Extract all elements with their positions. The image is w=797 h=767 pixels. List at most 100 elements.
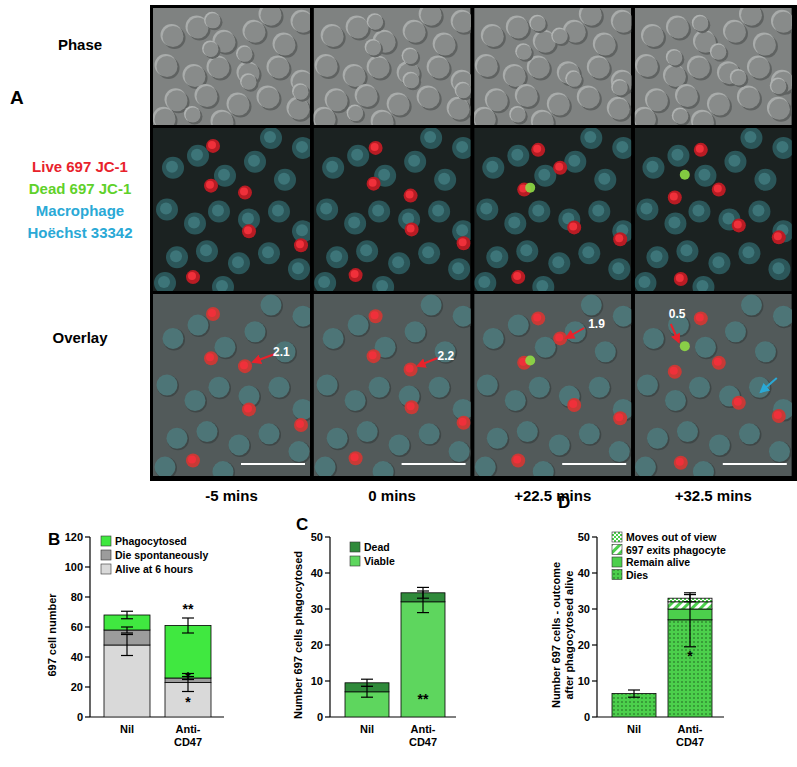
leukaemia-cell bbox=[349, 451, 363, 465]
macrophage-nucleus bbox=[538, 169, 550, 181]
y-tick-label: 100 bbox=[65, 561, 83, 573]
cell bbox=[456, 83, 470, 98]
legend-swatch bbox=[612, 532, 622, 542]
legend-label: Phagocytosed bbox=[115, 535, 187, 547]
macrophage bbox=[419, 423, 440, 444]
cell bbox=[245, 22, 266, 43]
macrophage-nucleus bbox=[232, 256, 244, 268]
leukaemia-cell bbox=[613, 232, 627, 246]
cell bbox=[167, 90, 188, 111]
image-background bbox=[474, 294, 631, 476]
cell bbox=[357, 86, 378, 107]
cell-shadow bbox=[449, 442, 470, 464]
cell-highlight bbox=[753, 33, 775, 55]
cell-shadow bbox=[230, 96, 252, 118]
row-label: Dead 697 JC-1 bbox=[29, 180, 132, 197]
cell-highlight bbox=[161, 24, 183, 46]
cell-highlight bbox=[529, 15, 545, 31]
cell bbox=[739, 87, 760, 108]
cell-highlight bbox=[207, 55, 229, 77]
legend-swatch bbox=[612, 570, 622, 580]
cell-highlight bbox=[730, 69, 746, 85]
leukaemia-cell-core bbox=[369, 179, 377, 187]
macrophage-nucleus bbox=[568, 155, 580, 167]
error-line bbox=[126, 635, 127, 656]
cell bbox=[771, 79, 786, 94]
chart: DNumber 697 cells - outcomeafter phagocy… bbox=[550, 493, 726, 748]
macrophage bbox=[368, 200, 390, 222]
y-axis-line bbox=[329, 537, 330, 717]
cell-shadow bbox=[749, 377, 771, 399]
cell bbox=[731, 70, 746, 85]
cell-highlight bbox=[257, 85, 279, 107]
scale-bar bbox=[723, 463, 787, 465]
leukaemia-cell bbox=[531, 143, 545, 157]
cell-highlight bbox=[474, 107, 495, 125]
macrophage bbox=[534, 165, 556, 187]
image-background bbox=[635, 128, 792, 291]
y-tick-label: 10 bbox=[311, 675, 323, 687]
macrophage bbox=[166, 246, 188, 268]
macrophage bbox=[504, 212, 526, 234]
macrophage-nucleus bbox=[758, 173, 770, 185]
micrograph bbox=[153, 294, 310, 476]
macrophage-nucleus bbox=[552, 256, 564, 268]
macrophage bbox=[724, 151, 746, 173]
leukaemia-cell-core bbox=[513, 455, 521, 463]
leukaemia-cell bbox=[238, 359, 252, 373]
cell-shadow bbox=[450, 100, 471, 122]
macrophage-nucleus bbox=[262, 246, 274, 258]
error-cap bbox=[121, 618, 133, 619]
cell bbox=[269, 57, 290, 78]
error-bar bbox=[121, 627, 133, 633]
cell-shadow bbox=[324, 27, 346, 49]
macrophage bbox=[725, 321, 746, 342]
macrophage-nucleus bbox=[200, 244, 212, 256]
macrophage bbox=[564, 151, 586, 173]
leukaemia-cell bbox=[511, 270, 525, 284]
cell-highlight bbox=[355, 84, 377, 106]
cell bbox=[197, 86, 218, 107]
cell-shadow bbox=[422, 8, 444, 28]
macrophage bbox=[483, 328, 504, 349]
leukaemia-cell-core bbox=[555, 333, 563, 341]
error-cap bbox=[628, 689, 640, 690]
cell-highlight bbox=[565, 70, 581, 86]
macrophage-nucleus bbox=[616, 141, 628, 153]
macrophage-nucleus bbox=[408, 155, 420, 167]
macrophage bbox=[665, 390, 686, 411]
macrophage bbox=[533, 461, 554, 476]
row-label: Overlay bbox=[52, 329, 108, 346]
cell-highlight bbox=[184, 106, 200, 122]
cell bbox=[453, 12, 471, 33]
leukaemia-cell bbox=[206, 307, 220, 321]
cell-shadow bbox=[374, 113, 396, 125]
macrophage-nucleus bbox=[582, 246, 594, 258]
cell-highlight bbox=[710, 43, 726, 59]
error-cap bbox=[121, 611, 133, 612]
legend-swatch bbox=[101, 536, 111, 546]
macrophage bbox=[327, 428, 348, 449]
legend-swatch bbox=[612, 545, 622, 555]
macrophage bbox=[482, 157, 504, 179]
macrophage bbox=[345, 390, 366, 411]
bar bbox=[104, 645, 150, 717]
x-tick-label: Nil bbox=[360, 723, 374, 735]
cell-shadow bbox=[357, 422, 379, 444]
figure: APhaseLive 697 JC-1Dead 697 JC-1Macropha… bbox=[0, 0, 797, 767]
macrophage bbox=[549, 434, 570, 455]
macrophage bbox=[646, 246, 668, 268]
bar bbox=[612, 694, 656, 717]
cell bbox=[508, 17, 529, 38]
cell-shadow bbox=[323, 328, 345, 350]
cell bbox=[668, 17, 689, 38]
macrophage bbox=[516, 240, 538, 262]
cell-shadow bbox=[508, 315, 530, 337]
cell bbox=[435, 35, 456, 56]
macrophage bbox=[477, 375, 498, 396]
cell-shadow bbox=[770, 100, 792, 122]
leukaemia-cell bbox=[772, 409, 786, 423]
cell-shadow bbox=[405, 322, 427, 344]
cell-shadow bbox=[315, 457, 337, 476]
leukaemia-cell-core bbox=[296, 240, 304, 248]
